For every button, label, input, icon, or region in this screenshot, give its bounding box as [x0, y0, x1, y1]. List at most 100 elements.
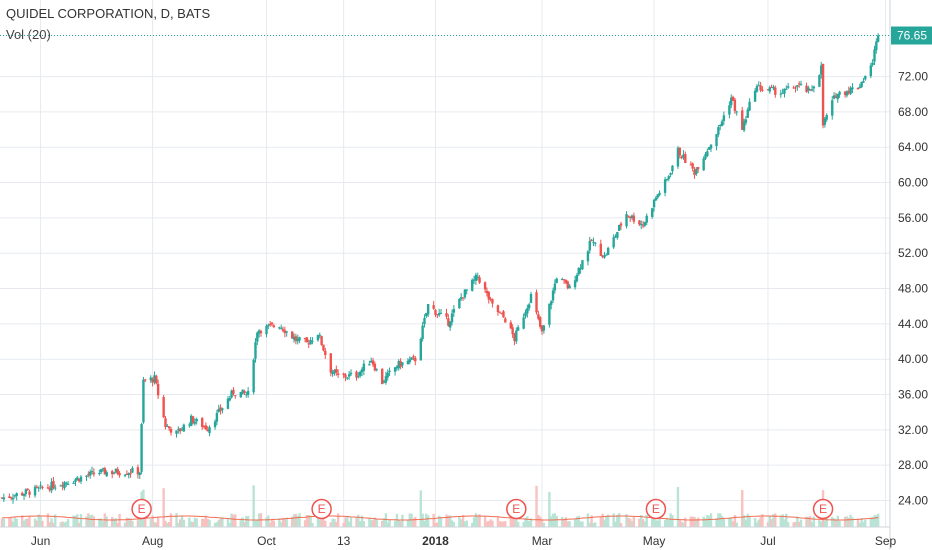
- candle-body: [243, 390, 246, 393]
- candle-body: [599, 243, 603, 256]
- volume-bar: [8, 518, 11, 527]
- candle-body: [329, 353, 332, 373]
- volume-bar: [498, 521, 501, 527]
- candle-body: [322, 344, 325, 351]
- volume-bar: [230, 513, 233, 527]
- candle-body: [553, 283, 557, 291]
- candle-body: [375, 369, 378, 371]
- candle-body: [131, 467, 134, 473]
- candle-body: [13, 495, 17, 497]
- volume-bar: [496, 517, 500, 527]
- volume-bar: [283, 518, 287, 527]
- candle-body: [408, 359, 411, 363]
- candle-body: [555, 278, 558, 283]
- candle-body: [316, 335, 320, 341]
- volume-bar: [812, 516, 816, 527]
- volume-bar: [588, 522, 591, 527]
- candle-body: [412, 356, 415, 358]
- volume-bar: [759, 517, 762, 527]
- volume-bar: [267, 515, 270, 527]
- volume-bar: [550, 516, 553, 527]
- volume-bar: [845, 516, 849, 527]
- volume-bar: [105, 516, 108, 527]
- candle-body: [566, 281, 569, 289]
- candle-body: [522, 317, 525, 329]
- candle-body: [573, 280, 577, 288]
- candle-body: [63, 482, 66, 489]
- volume-bar: [810, 522, 814, 527]
- candle-body: [603, 255, 606, 258]
- volume-bar: [722, 518, 726, 527]
- candle-body: [254, 342, 257, 359]
- volume-bar: [303, 520, 307, 527]
- candle-body: [612, 237, 615, 248]
- volume-bar: [656, 520, 659, 527]
- volume-bar: [509, 513, 512, 527]
- candle-body: [471, 279, 474, 291]
- candle-body: [298, 337, 301, 341]
- candle-body: [303, 337, 307, 339]
- price-axis[interactable]: 24.00 28.00 32.00 36.00 40.00 44.00 48.00 52.00…: [889, 0, 932, 550]
- candle-body: [201, 418, 204, 428]
- candle-body: [485, 290, 489, 294]
- candle-body: [85, 475, 88, 477]
- candle-body: [59, 485, 62, 487]
- volume-bar: [871, 517, 874, 527]
- volume-bar: [155, 522, 158, 527]
- y-tick-label: 28.00: [898, 458, 928, 472]
- volume-bar: [876, 513, 880, 527]
- candle-body: [529, 293, 533, 303]
- volume-bar: [320, 519, 323, 527]
- volume-bar: [298, 513, 301, 527]
- candle-body: [476, 276, 479, 278]
- candle-body: [641, 225, 645, 227]
- candle-body: [627, 215, 630, 217]
- candle-body: [324, 350, 327, 356]
- candle-body: [285, 331, 288, 333]
- candle-body: [241, 389, 244, 394]
- volume-bar: [92, 516, 96, 527]
- volume-bar: [606, 514, 610, 527]
- candle-body: [393, 367, 397, 372]
- candle-body: [182, 424, 186, 432]
- volume-bar: [733, 515, 737, 527]
- volume-bar: [11, 521, 15, 527]
- candle-body: [796, 85, 799, 87]
- volume-bar: [412, 518, 415, 527]
- candle-body: [722, 115, 726, 121]
- volume-bar: [535, 485, 538, 527]
- volume-bar: [175, 513, 178, 527]
- volume-bar: [832, 518, 836, 527]
- candle-body: [849, 87, 852, 94]
- candle-body: [561, 278, 564, 281]
- volume-bar: [279, 522, 283, 527]
- volume-bar: [463, 521, 467, 527]
- candle-body: [226, 398, 230, 409]
- candle-body: [781, 92, 784, 94]
- candle-body: [333, 369, 336, 374]
- volume-bar: [65, 521, 68, 527]
- candle-body: [156, 383, 160, 396]
- time-axis[interactable]: Jun Aug Oct 13 2018 Mar May Jul Sep: [0, 526, 897, 548]
- candle-body: [178, 428, 182, 432]
- candle-body: [695, 168, 698, 175]
- candle-body: [797, 83, 801, 85]
- candle-body: [463, 289, 467, 298]
- volume-bar: [401, 514, 404, 527]
- volume-bar: [511, 513, 514, 527]
- volume-bar: [254, 520, 257, 527]
- candle-body: [138, 472, 141, 475]
- volume-bar: [619, 522, 623, 527]
- candle-body: [843, 91, 847, 96]
- candle-body: [689, 164, 693, 166]
- volume-bar: [489, 519, 492, 527]
- candle-body: [812, 86, 816, 89]
- candle-body: [645, 215, 648, 223]
- candle-body: [37, 487, 40, 489]
- candle-body: [856, 88, 860, 90]
- candle-body: [568, 285, 571, 289]
- candle-body: [296, 338, 299, 342]
- volume-bar: [562, 519, 566, 527]
